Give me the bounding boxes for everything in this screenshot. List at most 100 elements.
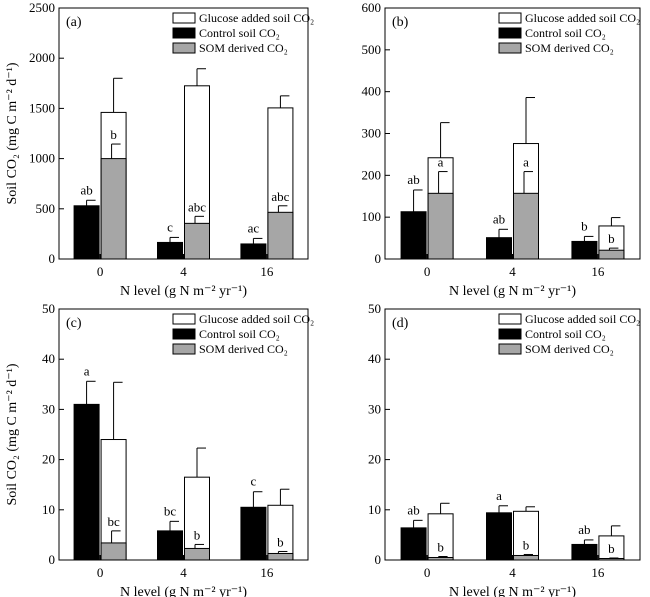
y-tick-label: 500 [362, 42, 382, 57]
legend-swatch-som [172, 343, 196, 355]
bar-som [184, 222, 210, 260]
axes-frame [384, 308, 641, 561]
legend-swatch-glucose [172, 12, 196, 24]
x-tick-label: 16 [260, 264, 274, 279]
x-tick-label: 0 [424, 264, 431, 279]
y-tick-label: 300 [362, 126, 382, 141]
bar-glucose [513, 510, 539, 561]
legend-label-glucose: Glucose added soil CO₂ [199, 11, 314, 25]
x-tick-label: 16 [260, 565, 274, 580]
sig-label-control: ab [493, 211, 505, 226]
sig-label-control: a [496, 488, 502, 503]
axes-frame [58, 7, 309, 260]
y-tick-label: 50 [368, 301, 381, 316]
x-tick-label: 0 [97, 565, 104, 580]
sig-label-control: ab [407, 502, 419, 517]
sig-label-control: ac [248, 220, 260, 235]
sig-label-som: abc [271, 189, 289, 204]
legend-swatch-som [498, 343, 522, 355]
bar-som [100, 542, 127, 561]
sig-label-control: a [84, 363, 90, 378]
x-tick-label: 4 [180, 565, 187, 580]
bar-control [73, 403, 100, 561]
sig-label-som: b [194, 527, 201, 542]
panel-label: (c) [66, 316, 82, 331]
y-tick-label: 2500 [29, 0, 55, 15]
sig-label-control: c [167, 219, 173, 234]
y-tick-label: 30 [368, 401, 381, 416]
sig-label-glucose: b [608, 231, 615, 246]
bar-som [267, 211, 294, 260]
y-tick-label: 100 [362, 209, 382, 224]
y-tick-label: 0 [49, 251, 56, 266]
sig-label-control: bc [164, 503, 177, 518]
legend-swatch-control [498, 328, 522, 340]
bar-glucose [184, 476, 210, 561]
x-axis-title: N level (g N m⁻² yr⁻¹) [449, 585, 576, 597]
sig-label-som: b [437, 539, 444, 554]
bar-control [157, 530, 183, 561]
x-tick-label: 16 [591, 264, 605, 279]
y-tick-label: 20 [368, 452, 381, 467]
panel-label: (d) [392, 316, 409, 331]
legend-label-control: Control soil CO₂ [199, 327, 280, 341]
x-axis-title: N level (g N m⁻² yr⁻¹) [120, 585, 247, 597]
y-tick-label: 600 [362, 0, 382, 15]
y-tick-label: 30 [42, 401, 55, 416]
legend-swatch-glucose [498, 12, 522, 24]
sig-label-control: ab [578, 522, 590, 537]
y-tick-label: 40 [42, 351, 55, 366]
bar-som [184, 547, 210, 561]
sig-label-som: b [277, 534, 284, 549]
panel-label: (b) [392, 15, 409, 30]
sig-label-control: c [251, 474, 257, 489]
y-axis-title: Soil CO₂ (mg C m⁻² d⁻¹) [5, 62, 20, 204]
sig-label-control: ab [407, 172, 419, 187]
y-tick-label: 10 [368, 502, 381, 517]
chart-panel-b: ab a 0 ab a 4 b b 16 0 100 200 300 400 500 600 (b) Glucos… [362, 0, 641, 299]
bar-som [598, 249, 625, 260]
chart-panel-c: a bc 0 bc b 4 c b 16 0 10 20 30 40 50 (c) Glucose added … [5, 301, 314, 597]
bar-glucose [427, 513, 454, 561]
x-axis-title: N level (g N m⁻² yr⁻¹) [449, 284, 576, 299]
legend-label-som: SOM derived CO₂ [199, 342, 288, 356]
legend-swatch-control [498, 27, 522, 39]
bar-som [100, 158, 127, 260]
sig-label-glucose: a [523, 155, 529, 170]
x-tick-label: 0 [424, 565, 431, 580]
y-axis-title: Soil CO₂ (mg C m⁻² d⁻¹) [5, 363, 20, 505]
bar-glucose [100, 439, 127, 561]
legend-swatch-control [172, 328, 196, 340]
bar-control [73, 205, 100, 260]
bar-control [157, 241, 183, 260]
sig-label-glucose: a [438, 155, 444, 170]
legend-label-som: SOM derived CO₂ [199, 41, 288, 55]
legend-label-glucose: Glucose added soil CO₂ [525, 11, 640, 25]
sig-label-control: ab [80, 182, 92, 197]
legend-swatch-som [498, 42, 522, 54]
bar-control [486, 237, 512, 260]
legend-label-glucose: Glucose added soil CO₂ [525, 312, 640, 326]
sig-label-som: bc [107, 514, 120, 529]
y-tick-label: 40 [368, 351, 381, 366]
sig-label-control: b [581, 218, 588, 233]
y-tick-label: 200 [362, 167, 382, 182]
legend-label-control: Control soil CO₂ [199, 26, 280, 40]
x-tick-label: 4 [509, 565, 516, 580]
legend-label-som: SOM derived CO₂ [525, 41, 614, 55]
legend-label-glucose: Glucose added soil CO₂ [199, 312, 314, 326]
legend-swatch-control [172, 27, 196, 39]
y-tick-label: 0 [375, 552, 382, 567]
sig-label-som: abc [188, 199, 206, 214]
legend-swatch-som [172, 42, 196, 54]
legend-label-som: SOM derived CO₂ [525, 342, 614, 356]
sig-label-som: b [523, 537, 530, 552]
bar-control [486, 512, 512, 561]
sig-label-som: b [608, 541, 615, 556]
legend-label-control: Control soil CO₂ [525, 26, 606, 40]
y-tick-label: 10 [42, 502, 55, 517]
x-tick-label: 16 [591, 565, 605, 580]
